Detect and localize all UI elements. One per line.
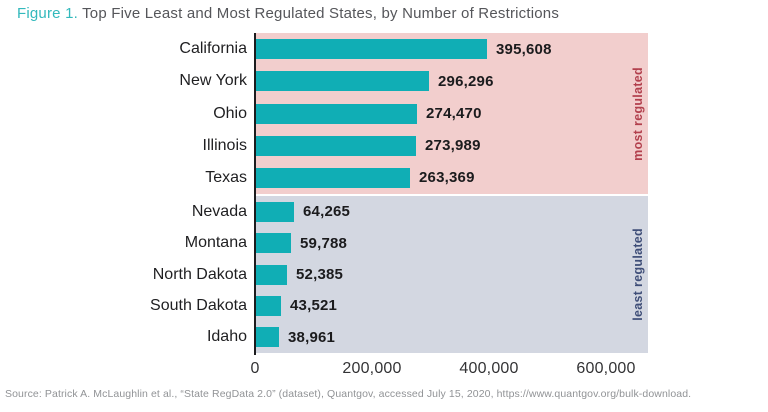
value-label: 43,521	[290, 297, 338, 315]
state-label: Texas	[205, 168, 247, 186]
x-tick-label: 0	[250, 360, 260, 377]
least-regulated-band: Nevada 64,265 Montana 59,788 North Dakota 52,…	[150, 196, 648, 353]
value-label: 296,296	[438, 72, 494, 90]
y-axis-line	[254, 33, 256, 355]
state-label: Idaho	[206, 328, 247, 346]
bar	[256, 233, 291, 254]
value-label: 52,385	[296, 266, 344, 284]
value-label: 263,369	[419, 169, 475, 187]
chart-title: Figure 1. Top Five Least and Most Regula…	[17, 5, 559, 22]
state-label: Ohio	[213, 104, 247, 122]
bar-row: California 395,608	[179, 33, 648, 65]
bar-row: Nevada 64,265	[192, 196, 648, 227]
most-regulated-rows: California 395,608 New York 296,296 Ohio 274,…	[179, 33, 648, 194]
state-label: California	[179, 40, 247, 58]
bar-row: New York 296,296	[179, 65, 648, 97]
value-label: 274,470	[426, 105, 482, 122]
value-label: 395,608	[496, 40, 552, 58]
state-label: Illinois	[202, 136, 247, 154]
state-label: South Dakota	[150, 296, 247, 314]
bar	[256, 39, 487, 60]
state-label: Nevada	[191, 202, 247, 220]
bar	[256, 295, 281, 316]
bar	[256, 103, 417, 124]
source-note: Source: Patrick A. McLaughlin et al., “S…	[5, 388, 692, 400]
bar-row: Idaho 38,961	[207, 322, 648, 353]
bar-row: South Dakota 43,521	[150, 290, 648, 321]
bar-row: Texas 263,369	[205, 162, 648, 194]
most-regulated-label-wrap: most regulated	[631, 33, 645, 194]
chart-title-text: Top Five Least and Most Regulated States…	[78, 5, 560, 22]
bar	[256, 201, 294, 222]
state-label: New York	[179, 72, 247, 90]
value-label: 64,265	[303, 203, 351, 221]
x-tick-label: 400,000	[459, 360, 519, 377]
bar	[256, 135, 416, 156]
bar-row: Illinois 273,989	[203, 130, 648, 162]
value-label: 273,989	[425, 137, 481, 155]
most-regulated-band: California 395,608 New York 296,296 Ohio 274,…	[179, 33, 648, 194]
bar	[256, 71, 429, 92]
x-tick-label: 600,000	[576, 360, 636, 377]
least-regulated-label: least regulated	[631, 228, 645, 321]
state-label: North Dakota	[152, 265, 247, 283]
value-label: 38,961	[288, 328, 336, 346]
bar	[256, 167, 410, 188]
value-label: 59,788	[300, 234, 348, 252]
bar-row: Montana 59,788	[185, 227, 648, 258]
least-regulated-rows: Nevada 64,265 Montana 59,788 North Dakota 52,…	[150, 196, 648, 353]
figure-number: Figure 1.	[17, 5, 78, 22]
bar-row: North Dakota 52,385	[153, 259, 648, 290]
most-regulated-label: most regulated	[631, 66, 645, 161]
state-label: Montana	[184, 234, 247, 252]
bar-row: Ohio 274,470	[213, 97, 648, 129]
bar	[256, 264, 287, 285]
x-axis-tick-labels: 0 200,000 400,000 600,000	[0, 360, 768, 380]
x-tick-label: 200,000	[342, 360, 402, 377]
bar	[256, 327, 279, 348]
least-regulated-label-wrap: least regulated	[631, 196, 645, 353]
